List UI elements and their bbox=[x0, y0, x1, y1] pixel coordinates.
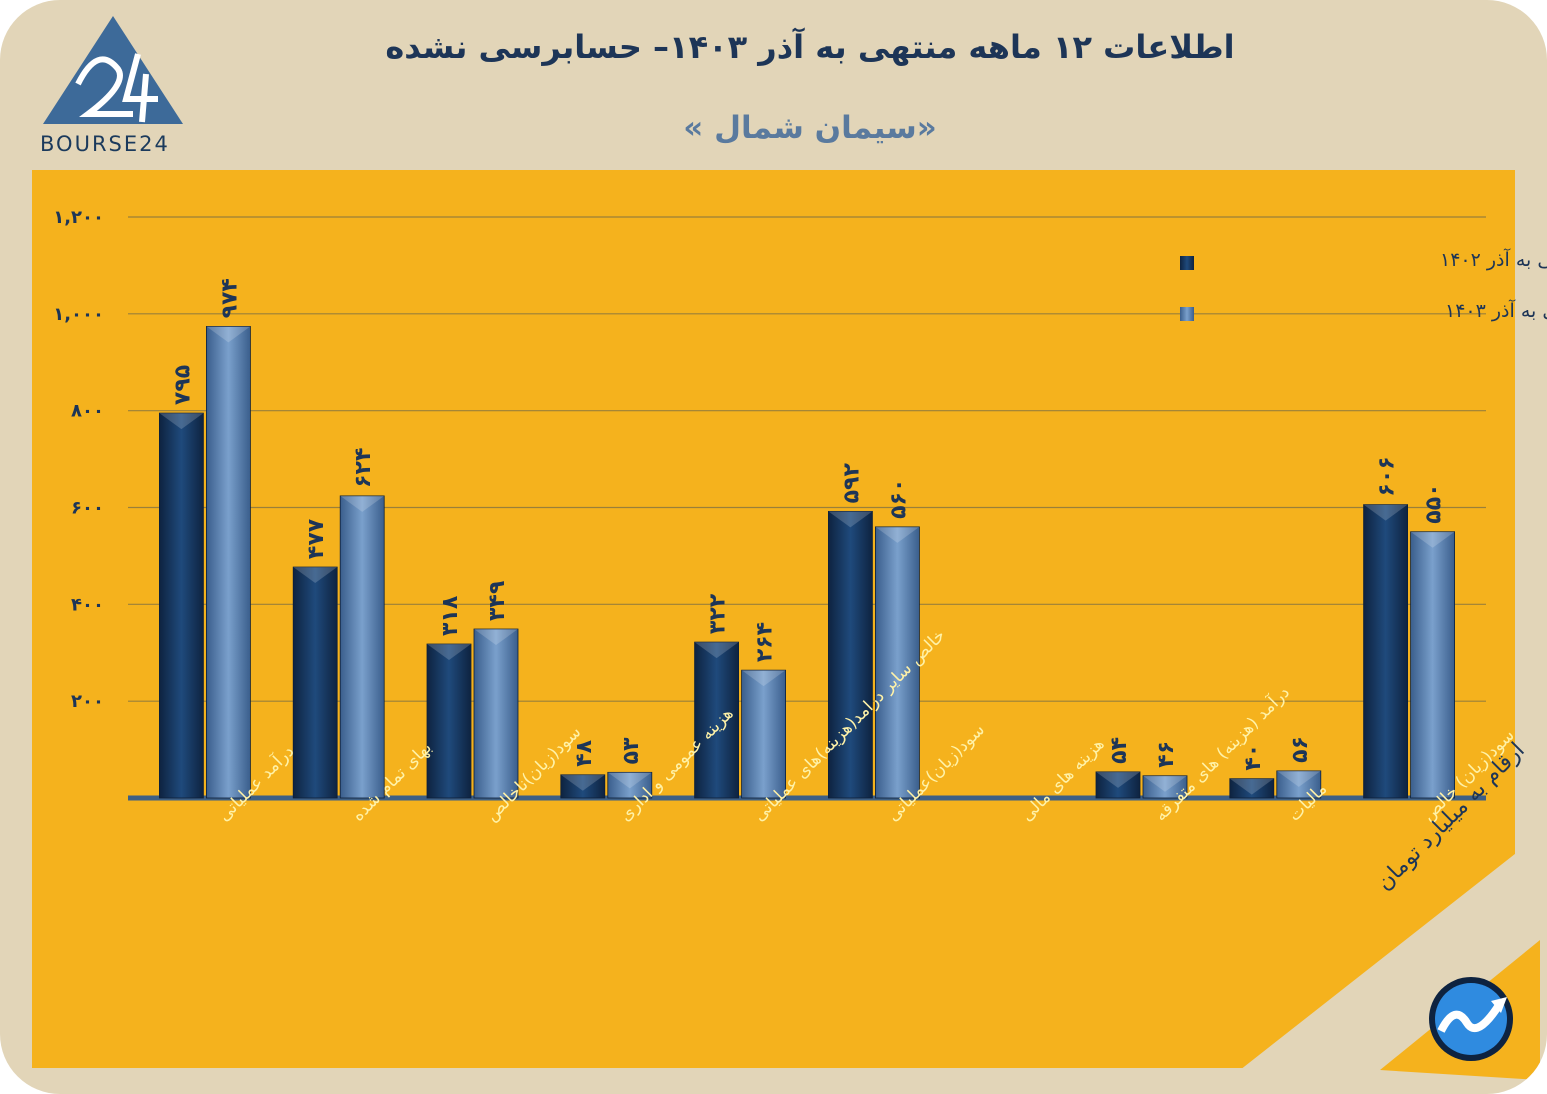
category-label: هزینه های مالی bbox=[1017, 734, 1108, 825]
trend-up-icon bbox=[1429, 977, 1513, 1061]
bar bbox=[1229, 778, 1275, 799]
bar-bevel bbox=[1363, 504, 1408, 521]
chart-panel bbox=[32, 170, 1515, 1068]
logo-text: BOURSE24 bbox=[40, 132, 170, 156]
bar-bevel bbox=[340, 495, 385, 512]
data-label: ۵۶ bbox=[1288, 736, 1313, 763]
y-tick-label: ۱,۲۰۰ bbox=[53, 207, 104, 228]
legend-swatch-1402 bbox=[1180, 256, 1194, 270]
legend-swatch-1403 bbox=[1180, 307, 1194, 321]
bar bbox=[1410, 531, 1455, 799]
bar-bevel bbox=[560, 774, 605, 791]
bar-bevel bbox=[1229, 778, 1274, 795]
bar-bevel bbox=[1096, 771, 1140, 788]
bar bbox=[1095, 771, 1141, 799]
bar bbox=[205, 326, 251, 799]
data-label: ۳۱۸ bbox=[438, 595, 463, 636]
bourse24-logo bbox=[43, 16, 183, 124]
data-label: ۵۳ bbox=[619, 737, 644, 764]
data-label: ۴۸ bbox=[572, 739, 597, 766]
bar bbox=[741, 669, 786, 799]
data-label: ۴۷۷ bbox=[304, 518, 329, 559]
bar bbox=[828, 510, 873, 799]
bar bbox=[1363, 504, 1408, 799]
bar bbox=[1142, 775, 1188, 799]
y-tick-label: ۴۰۰ bbox=[71, 594, 104, 615]
data-label: ۹۷۴ bbox=[217, 278, 242, 318]
data-label: ۵۵۰ bbox=[1422, 483, 1447, 523]
chart-title: اطلاعات ۱۲ ماهه منتهی به آذر ۱۴۰۳– حسابر… bbox=[385, 28, 1235, 66]
chart-subtitle: «سیمان شمال » bbox=[683, 110, 937, 146]
bar-bevel bbox=[1143, 775, 1187, 792]
bar bbox=[1276, 770, 1322, 799]
bar bbox=[426, 643, 472, 799]
bar bbox=[560, 774, 606, 799]
data-label: ۶۲۴ bbox=[351, 448, 376, 488]
bar-bevel bbox=[474, 629, 518, 646]
bar bbox=[473, 628, 519, 799]
bar-bevel bbox=[875, 526, 920, 543]
bar bbox=[607, 771, 653, 799]
bar bbox=[694, 641, 739, 799]
bar-bevel bbox=[607, 772, 652, 789]
y-tick-label: ۱,۰۰۰ bbox=[53, 304, 104, 325]
legend: عملکرد منتهی به آذر ۱۴۰۲ عملکرد منتهی به… bbox=[1180, 247, 1547, 322]
data-label: ۵۴ bbox=[1107, 737, 1132, 764]
y-tick-label: ۲۰۰ bbox=[71, 691, 104, 712]
data-label: ۵۹۲ bbox=[839, 463, 864, 504]
bar-bevel bbox=[159, 413, 204, 430]
bar bbox=[158, 412, 204, 799]
legend-label-1403: عملکرد منتهی به آذر ۱۴۰۳ bbox=[1445, 298, 1547, 322]
bars bbox=[158, 326, 1455, 799]
y-tick-label: ۸۰۰ bbox=[71, 401, 104, 422]
data-label: ۲۶۴ bbox=[753, 622, 778, 662]
y-tick-label: ۶۰۰ bbox=[71, 498, 104, 519]
bar-bevel bbox=[1410, 531, 1455, 548]
bar-bevel bbox=[694, 642, 739, 659]
data-label: ۳۲۲ bbox=[706, 593, 731, 634]
bar-bevel bbox=[293, 567, 338, 584]
bar-bevel bbox=[828, 511, 873, 528]
data-labels: ۷۹۵ ۹۷۴ ۴۷۷ ۶۲۴ ۳۱۸ ۳۴۹ ۴۸ ۵۳ ۳۲۲ ۲۶۴ ۵۹۲ ۵۶۰ ۵۴ ۴۶ ۴۰… bbox=[170, 278, 1446, 771]
y-axis-ticks: ۲۰۰ ۴۰۰ ۶۰۰ ۸۰۰ ۱,۰۰۰ ۱,۲۰۰ bbox=[53, 207, 104, 712]
bar-bevel bbox=[1276, 770, 1321, 787]
data-label: ۷۹۵ bbox=[170, 365, 195, 405]
legend-label-1402: عملکرد منتهی به آذر ۱۴۰۲ bbox=[1440, 247, 1547, 271]
data-label: ۴۰ bbox=[1241, 744, 1266, 771]
bar-bevel bbox=[741, 670, 786, 687]
bar bbox=[292, 566, 338, 799]
data-label: ۵۶۰ bbox=[886, 479, 911, 519]
bar-bevel bbox=[206, 326, 251, 343]
data-label: ۳۴۹ bbox=[485, 581, 510, 621]
bar-bevel bbox=[427, 644, 471, 661]
data-label: ۴۶ bbox=[1154, 741, 1179, 768]
bar bbox=[875, 526, 920, 799]
bar bbox=[339, 495, 385, 799]
data-label: ۶۰۶ bbox=[1375, 456, 1400, 496]
